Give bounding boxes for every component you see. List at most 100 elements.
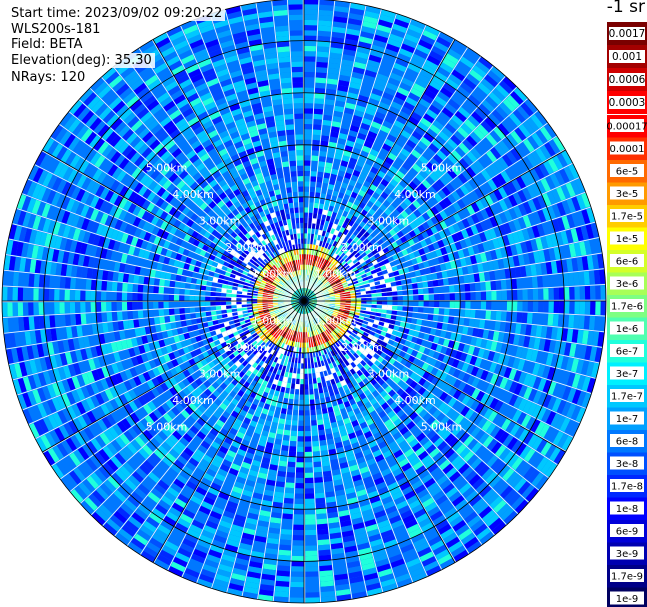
inner-spoke (266, 300, 305, 339)
colorbar-label-bg (610, 501, 644, 515)
colorbar-label: 3e-9 (616, 549, 639, 560)
colorbar-label: 3e-7 (616, 369, 639, 380)
colorbar-label: 6e-8 (616, 437, 639, 448)
inner-spoke (289, 249, 305, 302)
inner-spoke (252, 300, 305, 316)
ring-label: 2.00km (341, 241, 383, 254)
colorbar-label-bg (610, 344, 644, 357)
inner-spoke (303, 286, 356, 302)
colorbar-label-bg (610, 141, 644, 155)
colorbar-label-bg (610, 411, 644, 425)
inner-spoke (303, 300, 319, 353)
colorbar-label-bg (610, 321, 644, 335)
colorbar-label-bg (610, 389, 644, 402)
start-time-label: Start time: 2023/09/02 09:20:22 (8, 6, 226, 21)
colorbar-label-bg (610, 366, 644, 380)
colorbar-label-bg (610, 164, 644, 177)
ring-label: 4.00km (394, 394, 436, 407)
colorbar-label: 0.0006 (609, 74, 646, 86)
ring-label: 5.00km (421, 420, 463, 433)
spoke (152, 39, 305, 302)
colorbar-label-bg (610, 209, 644, 222)
colorbar-label: 3e-5 (616, 189, 639, 200)
ring-label: 4.00km (394, 188, 436, 201)
colorbar-label: 0.0001 (610, 144, 645, 155)
ring-label: 4.00km (172, 394, 214, 407)
ring-label: 1.00km (252, 314, 294, 327)
colorbar-label-bg (610, 479, 644, 492)
colorbar-label: 1.7e-7 (611, 392, 643, 403)
colorbar-label-bg (609, 50, 645, 63)
colorbar-label: 1e-5 (616, 234, 639, 245)
colorbar-label-bg (610, 119, 644, 132)
elevation-label: Elevation(deg): 35.30 (8, 53, 155, 68)
inner-spoke (303, 300, 356, 316)
colorbar-label: 0.00017 (606, 122, 647, 133)
colorbar-label: 6e-9 (616, 527, 639, 538)
colorbar-label: 1.7e-8 (611, 482, 643, 493)
colorbar-label: 0.0017 (609, 28, 646, 40)
device-label: WLS200s-181 (8, 22, 104, 37)
inner-spoke (289, 300, 305, 353)
colorbar-label: 6e-5 (616, 167, 639, 178)
inner-spoke (303, 249, 319, 302)
spoke (303, 39, 456, 302)
ring-label: 1.00km (315, 268, 357, 281)
colorbar-label: 3e-8 (616, 459, 639, 470)
colorbar-label: 1e-7 (616, 414, 639, 425)
colorbar-label-bg (610, 524, 644, 537)
colorbar-label-bg (610, 276, 644, 290)
ring-label: 3.00km (368, 367, 410, 380)
colorbar-label: 1.7e-9 (611, 572, 643, 583)
spoke (303, 300, 566, 453)
ring-label: 2.00km (341, 341, 383, 354)
ring-label: 5.00km (421, 162, 463, 175)
colorbar-label-bg (609, 27, 645, 40)
nrays-label: NRays: 120 (8, 70, 89, 85)
colorbar-unit-label: -1 sr (604, 0, 647, 17)
ring-labels: 1.00km 1.00km 1.00km 1.00km 2.00km 2.00km 2.00… (146, 162, 463, 434)
colorbar-label: 1.7e-6 (611, 302, 643, 313)
inner-spoke (303, 263, 342, 302)
colorbar-label: 6e-6 (616, 257, 639, 268)
colorbar-label-bg (610, 186, 644, 200)
colorbar-label: 6e-7 (616, 347, 639, 358)
spoke (303, 149, 566, 302)
ring-label: 5.00km (146, 162, 188, 175)
colorbar-label-bg (610, 456, 644, 470)
colorbar-label: 1e-6 (616, 324, 639, 335)
colorbar-label: 1e-9 (616, 594, 639, 605)
ring-label: 5.00km (146, 420, 188, 433)
colorbar-label-bg (610, 591, 644, 605)
ring-label: 2.00km (225, 241, 267, 254)
colorbar-label: 1.7e-5 (611, 212, 643, 223)
colorbar-label-bg (610, 569, 644, 582)
ring-label: 3.00km (199, 215, 241, 228)
colorbar-label-bg (609, 96, 645, 109)
colorbar-label-bg (610, 254, 644, 267)
colorbar-label: 3e-6 (616, 279, 639, 290)
azimuth-spokes (2, 0, 606, 603)
spoke (303, 300, 456, 563)
ring-label: 3.00km (368, 215, 410, 228)
inner-spoke (266, 263, 305, 302)
spoke (152, 300, 305, 563)
colorbar-label: 0.0003 (609, 97, 646, 109)
colorbar-label: 0.001 (612, 51, 642, 63)
ring-label: 4.00km (172, 188, 214, 201)
colorbar-label-bg (610, 546, 644, 560)
ring-label: 3.00km (199, 367, 241, 380)
colorbar-label-bg (610, 231, 644, 245)
colorbar-label-bg (610, 299, 644, 312)
ring-label: 1.00km (252, 268, 294, 281)
spoke (42, 149, 305, 302)
colorbar-label-bg (609, 73, 645, 86)
ring-label: 2.00km (225, 341, 267, 354)
inner-spoke (303, 300, 342, 339)
field-label: Field: BETA (8, 37, 86, 52)
inner-spoke (252, 286, 305, 302)
spoke (42, 300, 305, 453)
colorbar-label: 1e-8 (616, 504, 639, 515)
